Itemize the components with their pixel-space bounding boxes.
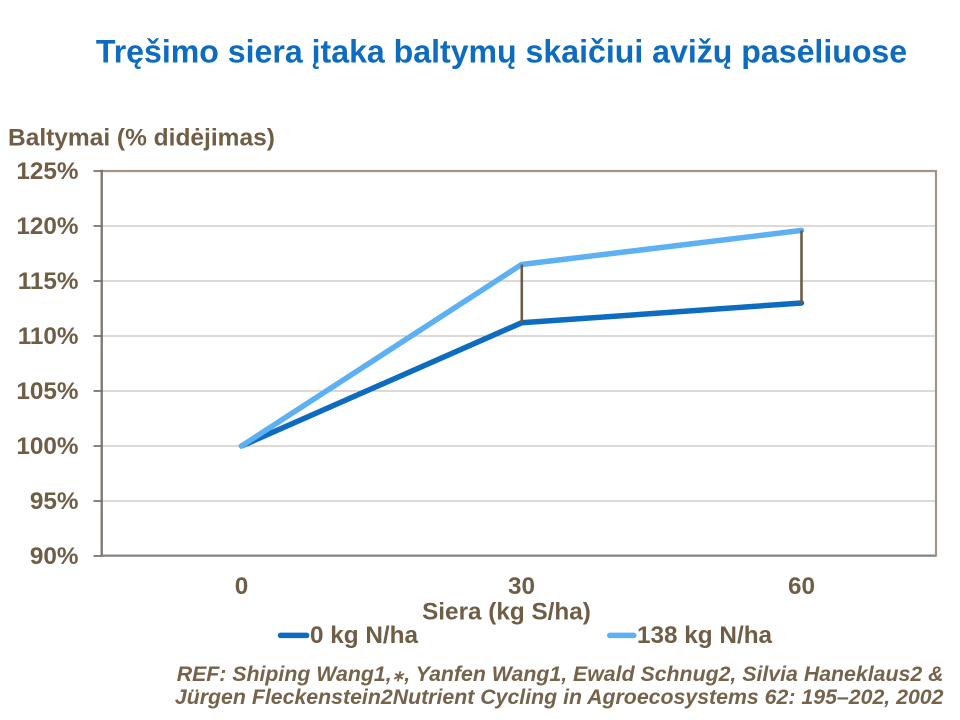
svg-text:120%: 120% <box>16 213 78 240</box>
svg-text:0 kg N/ha: 0 kg N/ha <box>310 622 419 649</box>
svg-text:60: 60 <box>788 573 815 600</box>
svg-text:90%: 90% <box>30 543 79 570</box>
svg-text:105%: 105% <box>16 378 78 405</box>
svg-text:REF: Shiping Wang1,∗, Yanfen W: REF: Shiping Wang1,∗, Yanfen Wang1, Ewal… <box>177 662 944 686</box>
svg-text:0: 0 <box>235 573 249 600</box>
svg-text:Siera (kg S/ha): Siera (kg S/ha) <box>422 599 591 626</box>
svg-text:115%: 115% <box>18 268 79 295</box>
svg-text:Jürgen Fleckenstein2Nutrient C: Jürgen Fleckenstein2Nutrient Cycling in … <box>175 685 944 709</box>
svg-text:100%: 100% <box>16 433 78 460</box>
svg-text:138 kg N/ha: 138 kg N/ha <box>637 622 773 649</box>
svg-text:Tręšimo siera įtaka baltymų sk: Tręšimo siera įtaka baltymų skaičiui avi… <box>96 34 907 70</box>
svg-text:95%: 95% <box>30 488 79 515</box>
svg-text:30: 30 <box>508 573 535 600</box>
svg-text:110%: 110% <box>18 323 79 350</box>
svg-text:Baltymai (% didėjimas): Baltymai (% didėjimas) <box>8 124 275 151</box>
svg-text:125%: 125% <box>16 158 78 185</box>
